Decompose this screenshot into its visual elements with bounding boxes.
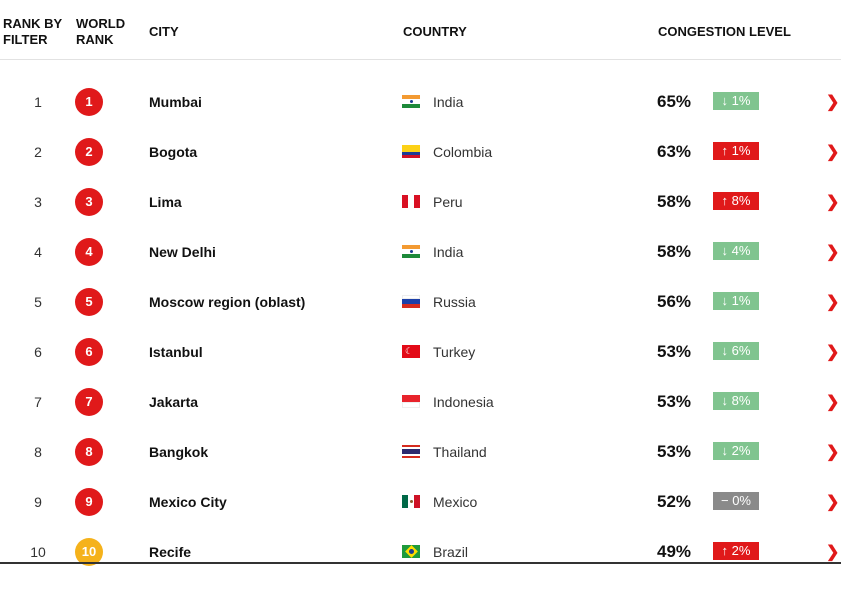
rank-by-filter: 2 <box>34 144 42 160</box>
header-country[interactable]: COUNTRY <box>403 24 467 39</box>
india-flag-icon <box>402 95 420 108</box>
congestion-level: 65% <box>657 92 692 111</box>
rank-by-filter: 5 <box>34 294 42 310</box>
world-rank-badge: 1 <box>75 88 103 116</box>
rank-by-filter: 7 <box>34 394 42 410</box>
table-row[interactable]: 6 6 Istanbul ☾ Turkey 53% ↓ 6% ❯ <box>0 338 841 402</box>
chevron-right-icon[interactable]: ❯ <box>826 94 840 111</box>
congestion-level: 53% <box>657 392 692 411</box>
congestion-level: 52% <box>657 492 692 511</box>
country-name: Russia <box>433 294 476 310</box>
city-name[interactable]: Bangkok <box>149 444 209 460</box>
thailand-flag-icon <box>402 445 420 458</box>
table-row[interactable]: 4 4 New Delhi India 58% ↓ 4% ❯ <box>0 238 841 302</box>
table-row[interactable]: 5 5 Moscow region (oblast) Russia 56% ↓ … <box>0 288 841 352</box>
header-city[interactable]: CITY <box>149 24 179 39</box>
table-header: RANK BY FILTER WORLD RANK CITY COUNTRY C… <box>0 0 841 60</box>
city-name[interactable]: Moscow region (oblast) <box>149 294 306 310</box>
congestion-level: 53% <box>657 442 692 461</box>
table-row[interactable]: 3 3 Lima Peru 58% ↑ 8% ❯ <box>0 188 841 252</box>
change-badge: − 0% <box>713 492 759 510</box>
divider <box>0 562 841 564</box>
change-badge: ↑ 2% <box>713 542 759 560</box>
congestion-level: 58% <box>657 192 692 211</box>
turkey-flag-icon: ☾ <box>402 345 420 358</box>
change-badge: ↓ 1% <box>713 92 759 110</box>
congestion-level: 49% <box>657 542 692 561</box>
city-name[interactable]: Recife <box>149 544 192 560</box>
change-badge: ↓ 1% <box>713 292 759 310</box>
world-rank-badge: 8 <box>75 438 103 466</box>
congestion-level: 58% <box>657 242 692 261</box>
congestion-level: 63% <box>657 142 692 161</box>
city-name[interactable]: Istanbul <box>149 344 203 360</box>
chevron-right-icon[interactable]: ❯ <box>826 144 840 161</box>
change-badge: ↑ 8% <box>713 192 759 210</box>
mexico-flag-icon <box>402 495 420 508</box>
table-row[interactable]: 9 9 Mexico City Mexico 52% − 0% ❯ <box>0 488 841 552</box>
header-congestion-level[interactable]: CONGESTION LEVEL <box>658 24 791 39</box>
chevron-right-icon[interactable]: ❯ <box>826 194 840 211</box>
chevron-right-icon[interactable]: ❯ <box>826 344 840 361</box>
congestion-level: 53% <box>657 342 692 361</box>
peru-flag-icon <box>402 195 420 208</box>
city-name[interactable]: Mexico City <box>149 494 227 510</box>
chevron-right-icon[interactable]: ❯ <box>826 444 840 461</box>
world-rank-badge: 4 <box>75 238 103 266</box>
table-row[interactable]: 10 10 Recife Brazil 49% ↑ 2% ❯ <box>0 538 841 602</box>
rank-by-filter: 9 <box>34 494 42 510</box>
rank-by-filter: 8 <box>34 444 42 460</box>
change-badge: ↓ 4% <box>713 242 759 260</box>
header-rank-by-filter[interactable]: RANK BY FILTER <box>3 16 62 47</box>
country-name: Turkey <box>433 344 476 360</box>
change-badge: ↓ 8% <box>713 392 759 410</box>
country-name: Colombia <box>433 144 493 160</box>
change-badge: ↓ 2% <box>713 442 759 460</box>
rank-by-filter: 4 <box>34 244 42 260</box>
rank-by-filter: 1 <box>34 94 42 110</box>
india-flag-icon <box>402 245 420 258</box>
world-rank-badge: 7 <box>75 388 103 416</box>
change-badge: ↑ 1% <box>713 142 759 160</box>
chevron-right-icon[interactable]: ❯ <box>826 494 840 511</box>
world-rank-badge: 10 <box>75 538 103 566</box>
country-name: India <box>433 94 464 110</box>
russia-flag-icon <box>402 295 420 308</box>
city-name[interactable]: Lima <box>149 194 182 210</box>
world-rank-badge: 3 <box>75 188 103 216</box>
chevron-right-icon[interactable]: ❯ <box>826 244 840 261</box>
rank-by-filter: 3 <box>34 194 42 210</box>
chevron-right-icon[interactable]: ❯ <box>826 294 840 311</box>
rank-by-filter: 6 <box>34 344 42 360</box>
change-badge: ↓ 6% <box>713 342 759 360</box>
rank-by-filter: 10 <box>30 544 46 560</box>
chevron-right-icon[interactable]: ❯ <box>826 394 840 411</box>
world-rank-badge: 2 <box>75 138 103 166</box>
colombia-flag-icon <box>402 145 420 158</box>
world-rank-badge: 6 <box>75 338 103 366</box>
city-name[interactable]: Bogota <box>149 144 198 160</box>
table-row[interactable]: 1 1 Mumbai India 65% ↓ 1% ❯ <box>0 88 841 152</box>
city-name[interactable]: New Delhi <box>149 244 216 260</box>
table-row[interactable]: 8 8 Bangkok Thailand 53% ↓ 2% ❯ <box>0 438 841 502</box>
chevron-right-icon[interactable]: ❯ <box>826 544 840 561</box>
city-name[interactable]: Jakarta <box>149 394 199 410</box>
congestion-level: 56% <box>657 292 692 311</box>
indonesia-flag-icon <box>402 395 420 408</box>
city-name[interactable]: Mumbai <box>149 94 202 110</box>
world-rank-badge: 9 <box>75 488 103 516</box>
brazil-flag-icon <box>402 545 420 558</box>
table-row[interactable]: 2 2 Bogota Colombia 63% ↑ 1% ❯ <box>0 138 841 202</box>
country-name: Mexico <box>433 494 478 510</box>
header-world-rank[interactable]: WORLD RANK <box>76 16 126 47</box>
country-name: Brazil <box>433 544 469 560</box>
country-name: Indonesia <box>433 394 494 410</box>
world-rank-badge: 5 <box>75 288 103 316</box>
country-name: Thailand <box>433 444 487 460</box>
country-name: Peru <box>433 194 463 210</box>
country-name: India <box>433 244 464 260</box>
table-row[interactable]: 7 7 Jakarta Indonesia 53% ↓ 8% ❯ <box>0 388 841 452</box>
